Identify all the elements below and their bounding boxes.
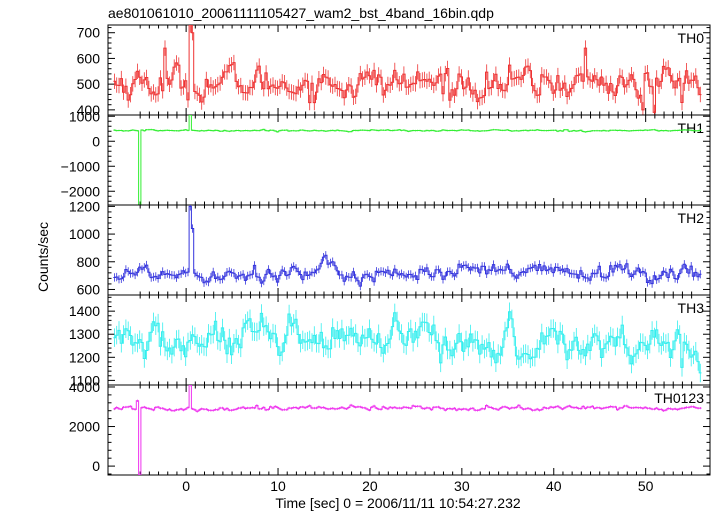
y-tick-label: 1000 — [69, 226, 100, 242]
error-bars — [114, 205, 701, 291]
y-tick-label: −1000 — [61, 158, 101, 174]
panel-th3: 1100 1200 1300 1400 TH3 — [69, 294, 711, 388]
y-tick-label: −2000 — [61, 183, 101, 199]
panel-frame — [107, 114, 711, 206]
y-tick-label: 400 — [77, 102, 101, 118]
x-tick-label: 20 — [362, 478, 378, 494]
panel-frame — [107, 204, 711, 296]
x-tick-label: 0 — [182, 478, 190, 494]
y-tick-label: 2000 — [69, 419, 100, 435]
step-line — [113, 205, 702, 287]
panel-name: TH0 — [678, 30, 705, 46]
step-line — [113, 115, 702, 205]
series-th0 — [113, 25, 702, 115]
error-bars — [114, 302, 701, 383]
panel-th0123: 0 2000 4000 TH0123 0 10 20 30 40 50 — [69, 379, 711, 494]
y-tick-label: 0 — [92, 458, 100, 474]
y-tick-label: 600 — [77, 281, 101, 297]
y-tick-label: 1200 — [69, 349, 100, 365]
y-tick-label: 700 — [77, 25, 101, 41]
y-tick-label: 1100 — [70, 372, 100, 388]
x-tick-label: 10 — [270, 478, 286, 494]
panel-name: TH1 — [678, 120, 705, 136]
series-th2 — [113, 205, 702, 291]
step-line — [113, 25, 702, 113]
y-axis-title: Counts/sec — [35, 222, 51, 292]
y-tick-label: 1200 — [69, 198, 100, 214]
x-axis-title: Time [sec] 0 = 2006/11/11 10:54:27.232 — [275, 495, 521, 511]
series-th0123 — [113, 385, 702, 475]
y-tick-label: 1400 — [69, 303, 100, 319]
panel-th1: −2000 −1000 0 1000 TH1 — [61, 108, 711, 206]
x-tick-label: 30 — [454, 478, 470, 494]
panel-name: TH2 — [678, 210, 705, 226]
y-tick-label: 1000 — [69, 108, 100, 124]
panel-th2: 600 800 1000 1200 TH2 — [69, 198, 711, 297]
step-line — [113, 385, 702, 475]
y-tick-label: 600 — [77, 50, 101, 66]
x-tick-label: 40 — [546, 478, 562, 494]
panel-th0: 400 500 600 700 TH0 — [77, 24, 711, 118]
y-tick-label: 4000 — [69, 379, 100, 395]
series-th1 — [113, 115, 702, 205]
error-bars — [114, 385, 701, 475]
series-th3 — [113, 302, 702, 383]
chart-title: ae801061010_20061111105427_wam2_bst_4ban… — [108, 5, 494, 21]
error-bars — [114, 25, 701, 115]
y-tick-label: 1300 — [69, 326, 100, 342]
panel-name: TH3 — [678, 300, 705, 316]
y-tick-label: 800 — [77, 254, 101, 270]
panel-frame — [107, 384, 711, 476]
step-line — [113, 311, 702, 374]
error-bars — [114, 115, 701, 205]
y-tick-label: 500 — [77, 76, 101, 92]
panel-name: TH0123 — [654, 390, 704, 406]
y-tick-label: 0 — [92, 133, 100, 149]
x-tick-label: 50 — [638, 478, 654, 494]
